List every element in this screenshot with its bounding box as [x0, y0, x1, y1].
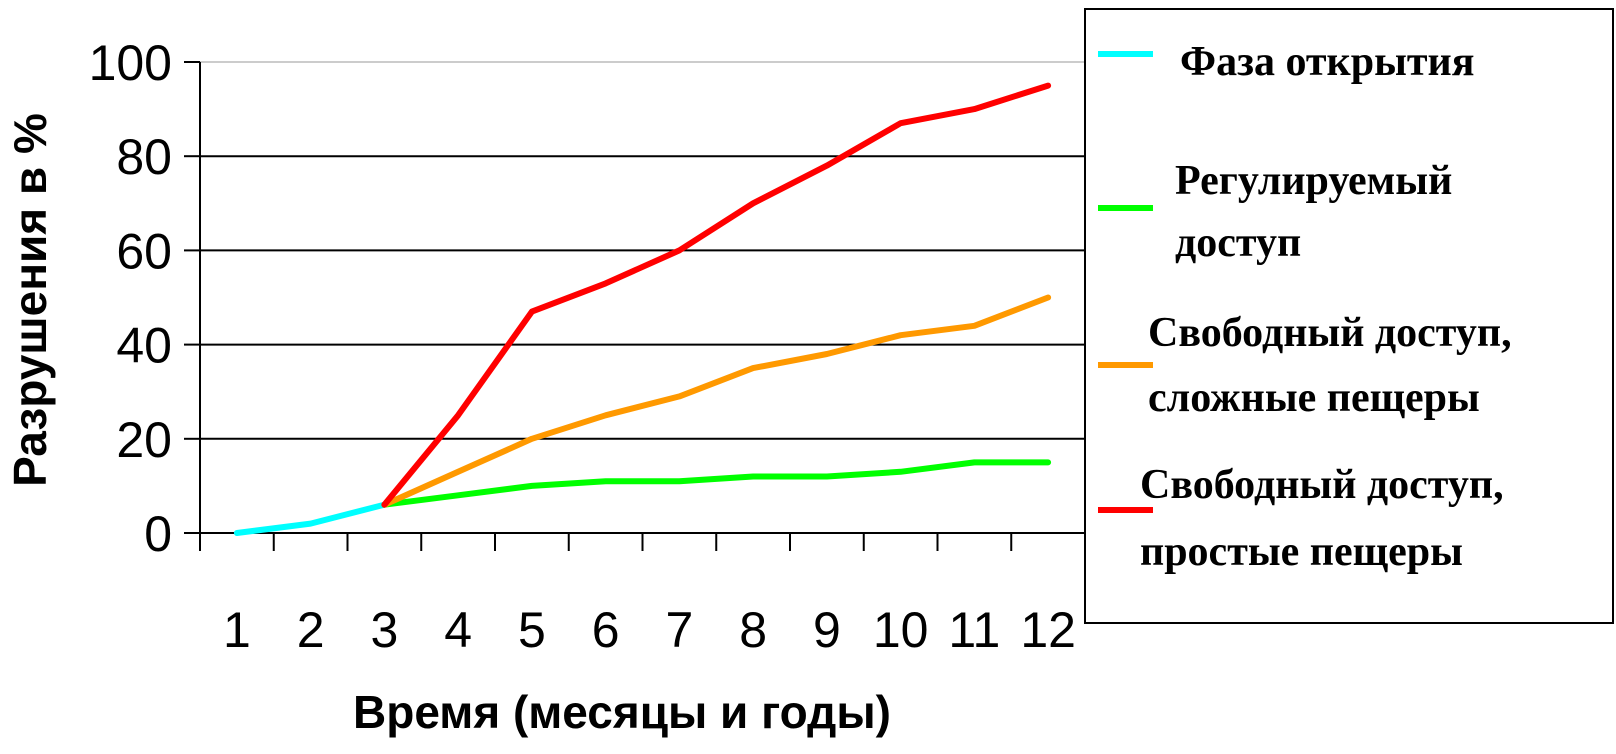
x-tick-label: 11 [948, 602, 1000, 658]
legend-box [1084, 8, 1614, 624]
x-tick-label: 8 [739, 602, 767, 658]
legend-label-3: сложные пещеры [1148, 375, 1480, 421]
x-tick-label: 5 [518, 602, 546, 658]
x-tick-label: 7 [665, 602, 693, 658]
y-tick-labels: 0 20 40 60 80 100 [89, 35, 172, 562]
x-tick-label: 3 [370, 602, 398, 658]
legend-label-4: простые пещеры [1140, 529, 1463, 575]
y-tick-label: 100 [89, 35, 172, 91]
x-tick-label: 2 [297, 602, 325, 658]
y-tick-label: 40 [116, 318, 172, 374]
y-tick-label: 80 [116, 129, 172, 185]
y-tick-label: 60 [116, 223, 172, 279]
x-tick-label: 12 [1020, 602, 1076, 658]
series-line-4 [381, 82, 1052, 508]
x-tick-label: 9 [813, 602, 841, 658]
legend: Фаза открытия Регулируемый доступ Свободный… [1084, 8, 1614, 624]
y-axis-label: Разрушения в % [4, 113, 56, 487]
legend-label-3: Свободный доступ, [1148, 310, 1512, 356]
legend-label-4: Свободный доступ, [1140, 462, 1504, 508]
legend-label-1: Фаза открытия [1180, 39, 1474, 85]
x-tick-label: 10 [873, 602, 929, 658]
y-tick-label: 20 [116, 412, 172, 468]
x-tick-labels: 1 2 3 4 5 6 7 8 9 10 11 12 [223, 602, 1076, 658]
series-line-3 [381, 294, 1052, 508]
series-lines [233, 82, 1052, 536]
gridlines [200, 61, 1085, 440]
axes [184, 61, 1086, 551]
x-tick-label: 4 [444, 602, 472, 658]
series-line-1 [233, 501, 388, 536]
y-tick-label: 0 [144, 506, 172, 562]
legend-label-2: доступ [1175, 220, 1301, 266]
legend-label-2: Регулируемый [1175, 158, 1452, 204]
x-tick-label: 6 [592, 602, 620, 658]
x-axis-label: Время (месяцы и годы) [353, 686, 891, 738]
x-tick-label: 1 [223, 602, 251, 658]
series-line-2 [381, 459, 1052, 508]
